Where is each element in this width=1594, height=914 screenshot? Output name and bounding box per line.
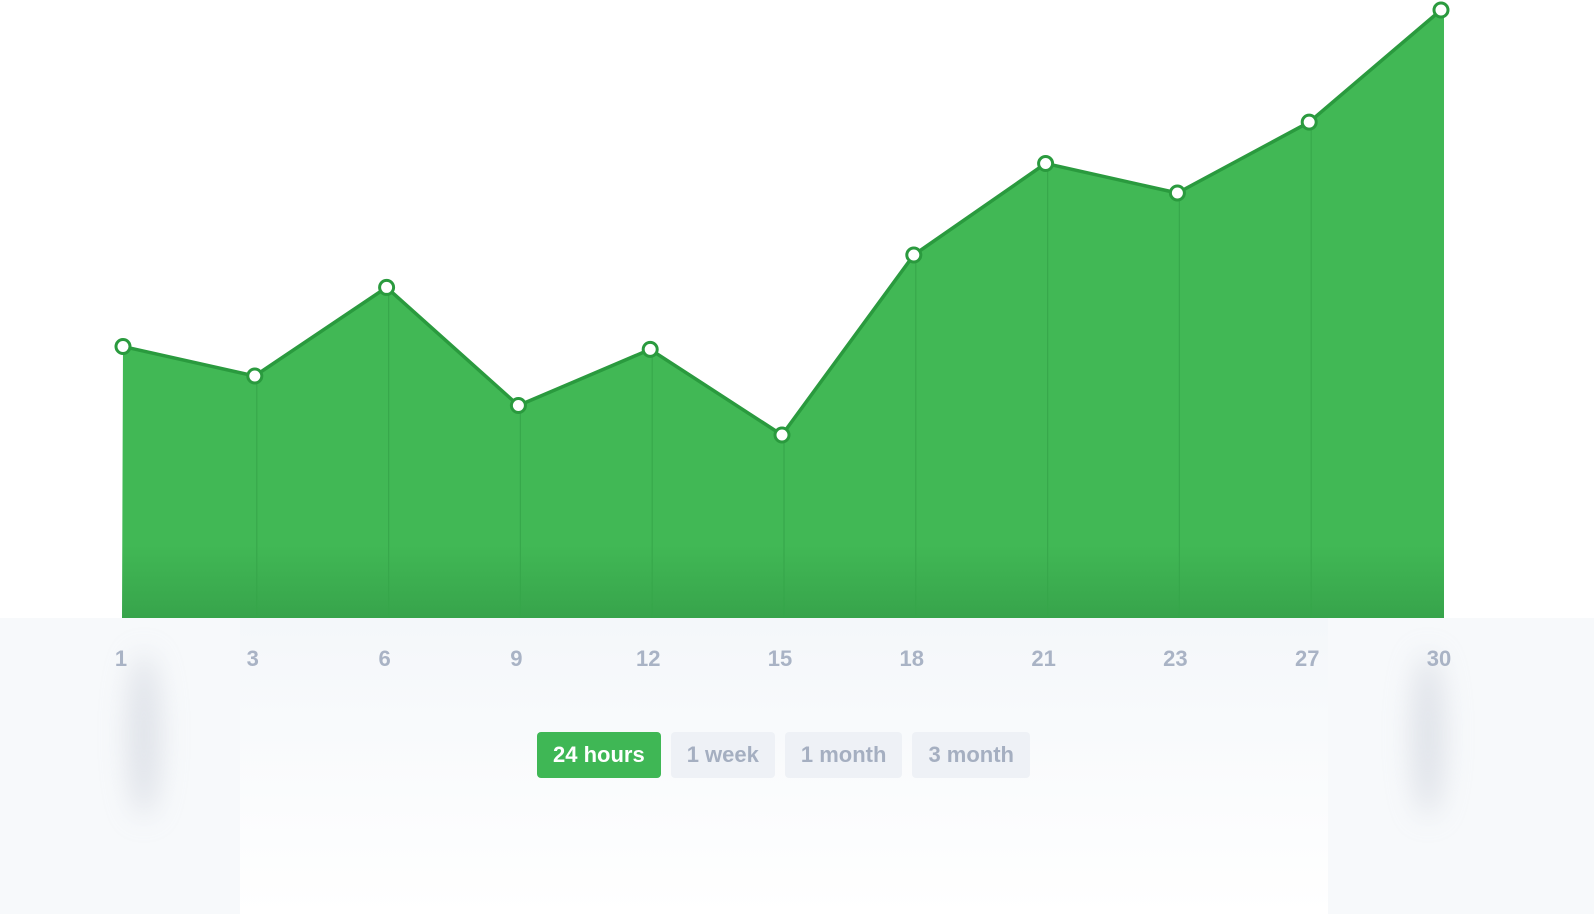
area-fill <box>122 10 1444 618</box>
data-point-27 <box>1300 113 1318 131</box>
range-button-1-month[interactable]: 1 month <box>784 732 903 778</box>
x-tick-label: 15 <box>768 646 792 671</box>
x-tick-label: 6 <box>378 646 390 671</box>
x-tick-label: 30 <box>1427 646 1451 671</box>
x-tick-label: 1 <box>115 646 127 671</box>
x-tick-label: 18 <box>900 646 924 671</box>
x-axis-ticks: 1 3 6 9 12 15 18 21 23 27 30 <box>115 646 1451 671</box>
marker-layer <box>114 1 1450 444</box>
x-tick-label: 21 <box>1031 646 1055 671</box>
data-point-6 <box>378 278 396 296</box>
range-button-24-hours[interactable]: 24 hours <box>537 732 661 778</box>
x-tick-label: 23 <box>1163 646 1187 671</box>
guide-layer <box>256 128 1312 618</box>
data-point-18 <box>905 246 923 264</box>
data-point-12 <box>641 340 659 358</box>
data-point-15 <box>773 426 791 444</box>
x-tick-label: 9 <box>510 646 522 671</box>
data-point-23 <box>1168 184 1186 202</box>
data-point-21 <box>1037 154 1055 172</box>
x-tick-label: 12 <box>636 646 660 671</box>
data-point-1 <box>114 337 132 355</box>
area-layer <box>122 10 1444 618</box>
data-point-3 <box>246 367 264 385</box>
range-button-3-month[interactable]: 3 month <box>912 732 1030 778</box>
data-point-30 <box>1432 1 1450 19</box>
data-point-9 <box>509 396 527 414</box>
range-button-1-week[interactable]: 1 week <box>670 732 775 778</box>
x-tick-label: 3 <box>247 646 259 671</box>
chart-shelf <box>0 618 1594 914</box>
x-tick-label: 27 <box>1295 646 1319 671</box>
time-range-selector: 24 hours 1 week 1 month 3 month <box>537 732 1030 778</box>
